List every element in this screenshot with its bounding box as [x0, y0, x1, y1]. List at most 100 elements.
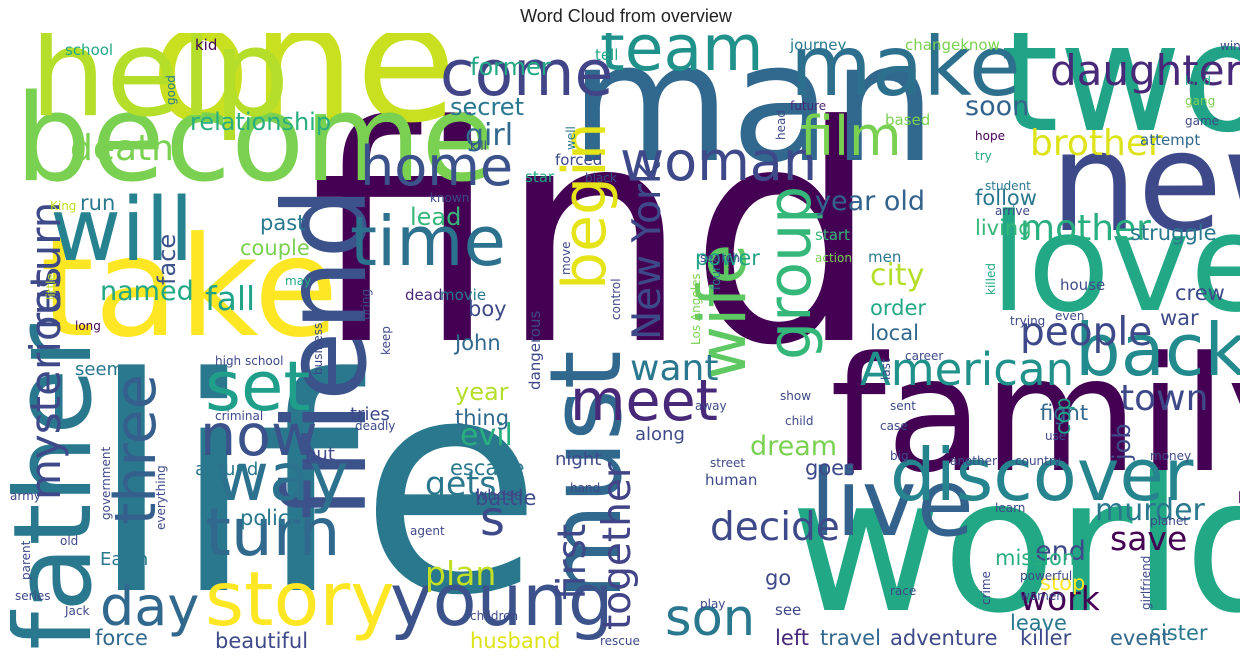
word-killed: killed — [984, 263, 998, 295]
word-search: search — [700, 251, 740, 265]
word-dangerous: dangerous — [526, 311, 544, 390]
word-want: want — [630, 348, 718, 389]
word-gets: gets — [425, 464, 496, 503]
word-keep: keep — [379, 326, 393, 355]
word-group: group — [755, 186, 825, 360]
word-country: country — [1015, 454, 1061, 468]
word-along: along — [635, 424, 685, 445]
word-job: job — [1108, 423, 1136, 461]
word-future: future — [790, 99, 826, 113]
word-daughter: daughter — [1050, 46, 1240, 95]
word-battle: battle — [475, 486, 536, 510]
word-planet: planet — [1150, 514, 1188, 528]
word-women: women — [1020, 589, 1064, 603]
word-man: man — [570, 33, 936, 199]
word-force: force — [95, 626, 148, 650]
word-trying: trying — [1010, 314, 1045, 328]
word-play: play — [700, 597, 725, 611]
word-murder: murder — [1095, 493, 1206, 528]
word-money: money — [1150, 449, 1191, 463]
word-child: child — [785, 414, 814, 428]
word-friend: friend — [259, 187, 392, 520]
word-new-york: New York — [625, 161, 670, 340]
word-away: away — [695, 399, 727, 413]
word-power: power — [695, 246, 760, 270]
word-house: house — [1060, 276, 1105, 294]
word-series: series — [15, 589, 51, 603]
word-husband: husband — [470, 629, 560, 653]
word-make: make — [790, 33, 1021, 115]
word-based: based — [885, 111, 930, 129]
word-killer: killer — [1020, 626, 1072, 650]
word-sent: sent — [890, 399, 916, 413]
word-agent: agent — [410, 524, 445, 538]
word-case: case — [880, 419, 908, 433]
word-beautiful: beautiful — [215, 629, 308, 653]
word-head: head — [774, 110, 788, 140]
word-dream: dream — [750, 431, 837, 462]
word-thing: thing — [455, 406, 509, 430]
word-home: home — [360, 135, 513, 198]
word-win: win — [1220, 39, 1240, 53]
word-one: one — [150, 33, 457, 159]
word-move: move — [559, 241, 573, 275]
word-past: past — [260, 211, 305, 235]
word-journey: journey — [789, 36, 846, 54]
word-lead: lead — [410, 203, 461, 231]
word-evil: evil — [460, 418, 513, 453]
word-life: life — [90, 315, 542, 653]
word-king: King — [50, 199, 76, 213]
word-war: war — [1160, 306, 1199, 330]
word-movie: movie — [440, 286, 486, 304]
word-try: try — [975, 149, 992, 163]
word-come: come — [440, 37, 613, 110]
word-plan: plan — [425, 554, 496, 593]
word-film: film — [800, 105, 902, 168]
word-dead: dead — [405, 286, 442, 304]
chart-title: Word Cloud from overview — [520, 6, 732, 26]
word-even: even — [1055, 309, 1084, 323]
word-girl: girl — [465, 118, 513, 153]
word-first: first — [550, 524, 595, 600]
word-discover: discover — [890, 433, 1194, 517]
word-time: time — [350, 202, 506, 282]
word-another: another — [950, 454, 997, 468]
word-criminal: criminal — [215, 409, 263, 423]
word-mission: mission — [995, 546, 1075, 570]
word-brother: brother — [1030, 123, 1163, 164]
word-s: s — [480, 491, 505, 547]
word-year-old: year old — [815, 186, 925, 217]
word-now: now — [200, 403, 318, 469]
word-world: world — [790, 437, 1240, 653]
word-rescue: rescue — [600, 634, 640, 648]
word-use: use — [1045, 429, 1066, 443]
word-end: end — [1035, 536, 1086, 567]
word-control: control — [609, 278, 623, 320]
word-people: people — [1020, 310, 1152, 355]
word-seem: seem — [75, 359, 124, 380]
word-put: put — [305, 444, 335, 465]
word-long: long — [75, 319, 101, 333]
word-three: three — [103, 374, 169, 525]
word-little: little — [44, 273, 58, 300]
word-kid: kid — [195, 36, 217, 54]
word-year: year — [455, 378, 509, 406]
word-follow: follow — [975, 186, 1037, 210]
word-four: four — [709, 266, 723, 290]
word-former: former — [470, 53, 551, 81]
word-face: face — [153, 234, 181, 285]
word-boy: boy — [468, 297, 507, 321]
word-soon: soon — [965, 91, 1029, 122]
word-kill: kill — [470, 139, 487, 153]
word-family: family — [830, 323, 1240, 508]
word-los-angeles: Los Angeles — [689, 273, 703, 345]
word-changeknow: changeknow — [905, 36, 1000, 54]
word-named: named — [100, 276, 194, 307]
word-crime: crime — [979, 571, 993, 605]
word-earth: Earth — [100, 549, 148, 570]
word-secret: secret — [450, 93, 524, 121]
word-girlfriend: girlfriend — [1139, 556, 1153, 610]
word-old: old — [60, 534, 78, 548]
word-parent: parent — [19, 540, 33, 580]
word-good: good — [164, 75, 178, 105]
